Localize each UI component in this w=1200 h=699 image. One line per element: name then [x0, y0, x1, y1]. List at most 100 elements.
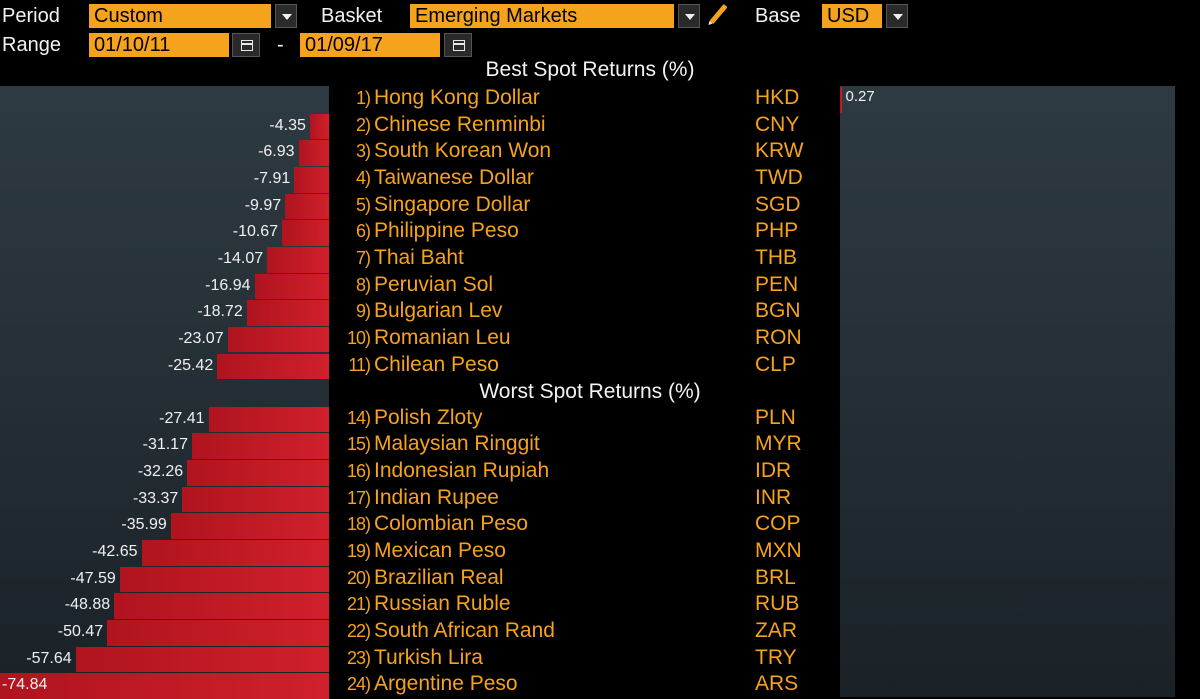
row-currency-name: Indonesian Rupiah [374, 459, 550, 483]
row-currency-name: Brazilian Real [374, 565, 504, 589]
period-select[interactable]: Custom [89, 4, 271, 28]
row-currency-code: PEN [755, 272, 799, 296]
section-title: Best Spot Returns (%) [485, 58, 695, 81]
row-currency-code: RUB [755, 592, 800, 616]
data-label: -74.84 [2, 676, 48, 694]
base-label: Base [755, 5, 801, 27]
range-start-calendar-button[interactable] [232, 33, 260, 57]
base-dropdown-chevron-down-icon[interactable] [886, 4, 908, 28]
data-label: -25.42 [167, 356, 214, 374]
row-currency-code: INR [755, 485, 792, 509]
row-currency-code: TRY [755, 645, 797, 669]
row-rank: 14) [346, 407, 371, 428]
row-rank: 4) [355, 167, 371, 188]
row-currency-code: ZAR [755, 619, 797, 642]
bar [119, 566, 329, 593]
base-select[interactable]: USD [822, 4, 882, 28]
data-label: -14.07 [217, 249, 264, 267]
bar [246, 300, 329, 326]
positive-bar-panel [840, 86, 1175, 697]
data-label: -33.37 [132, 489, 179, 507]
row-rank: 17) [346, 487, 371, 508]
row-rank: 6) [355, 221, 371, 242]
row-currency-name: Argentine Peso [374, 672, 518, 696]
row-rank: 23) [346, 647, 371, 668]
row-rank: 21) [346, 594, 371, 615]
row-rank: 10) [346, 327, 371, 348]
row-rank: 3) [355, 141, 371, 162]
bar [107, 620, 329, 646]
row-currency-code: BGN [755, 299, 801, 323]
row-rank: 8) [355, 274, 371, 295]
data-label: -35.99 [121, 516, 167, 534]
row-currency-code: THB [755, 245, 797, 269]
row-currency-name: Colombian Peso [374, 512, 529, 536]
row-currency-name: Polish Zloty [374, 405, 483, 429]
row-currency-code: CLP [755, 352, 796, 376]
range-end-calendar-button[interactable] [444, 33, 472, 57]
row-currency-name: Mexican Peso [374, 539, 506, 563]
data-label: -47.59 [70, 569, 116, 587]
row-currency-name: Romanian Leu [374, 325, 511, 349]
bar [208, 406, 329, 433]
bar [170, 513, 329, 540]
data-label: -9.97 [244, 196, 282, 214]
period-label: Period [2, 5, 60, 27]
bar [217, 353, 329, 380]
section-title: Worst Spot Returns (%) [479, 380, 701, 403]
range-start-input[interactable]: 01/10/11 [89, 33, 229, 57]
data-label: 0.27 [845, 88, 875, 105]
row-currency-name: Peruvian Sol [374, 272, 494, 296]
row-rank: 18) [346, 514, 371, 535]
row-rank: 2) [355, 114, 371, 135]
row-rank: 1) [355, 88, 371, 108]
row-currency-code: IDR [755, 459, 792, 483]
data-label: -18.72 [197, 303, 243, 321]
row-currency-code: PLN [755, 405, 796, 429]
bar [840, 87, 842, 113]
data-label: -10.67 [232, 223, 279, 241]
row-currency-name: Thai Baht [374, 245, 464, 269]
bar [267, 246, 329, 273]
row-currency-name: Chilean Peso [374, 352, 499, 376]
row-currency-name: Indian Rupee [374, 485, 499, 509]
range-end-input[interactable]: 01/09/17 [300, 33, 440, 57]
data-label: -23.07 [178, 329, 224, 347]
row-currency-name: Chinese Renminbi [374, 112, 546, 136]
period-dropdown-chevron-down-icon[interactable] [275, 4, 297, 28]
row-currency-code: ARS [755, 672, 799, 696]
pencil-icon[interactable] [709, 3, 728, 25]
row-currency-name: Taiwanese Dollar [374, 165, 534, 189]
row-currency-name: Russian Ruble [374, 592, 511, 616]
bar [114, 593, 329, 619]
data-label: -42.65 [92, 543, 138, 561]
bar [294, 166, 329, 193]
row-currency-name: Hong Kong Dollar [374, 86, 540, 109]
data-label: -48.88 [64, 596, 111, 614]
row-rank: 20) [346, 567, 371, 588]
data-label: -50.47 [57, 623, 104, 640]
row-currency-name: Bulgarian Lev [374, 299, 503, 323]
row-currency-name: Malaysian Ringgit [374, 432, 540, 456]
row-currency-name: Philippine Peso [374, 219, 519, 243]
bar [254, 273, 329, 300]
basket-label: Basket [321, 5, 383, 27]
row-currency-name: Turkish Lira [374, 645, 483, 669]
row-currency-name: South African Rand [374, 619, 555, 642]
bar [182, 486, 329, 513]
range-separator: - [277, 34, 284, 56]
calendar-icon [453, 40, 465, 51]
row-currency-code: BRL [755, 565, 796, 589]
data-label: -27.41 [159, 409, 205, 427]
row-rank: 5) [355, 194, 371, 215]
bar [227, 326, 329, 353]
row-currency-code: KRW [755, 139, 804, 163]
row-currency-name: Singapore Dollar [374, 192, 531, 216]
data-label: -57.64 [26, 649, 72, 667]
basket-dropdown-chevron-down-icon[interactable] [678, 4, 700, 28]
bar [141, 540, 329, 566]
row-currency-code: MXN [755, 539, 802, 563]
row-rank: 19) [346, 541, 371, 562]
bar [282, 220, 329, 246]
basket-select[interactable]: Emerging Markets [410, 4, 674, 28]
